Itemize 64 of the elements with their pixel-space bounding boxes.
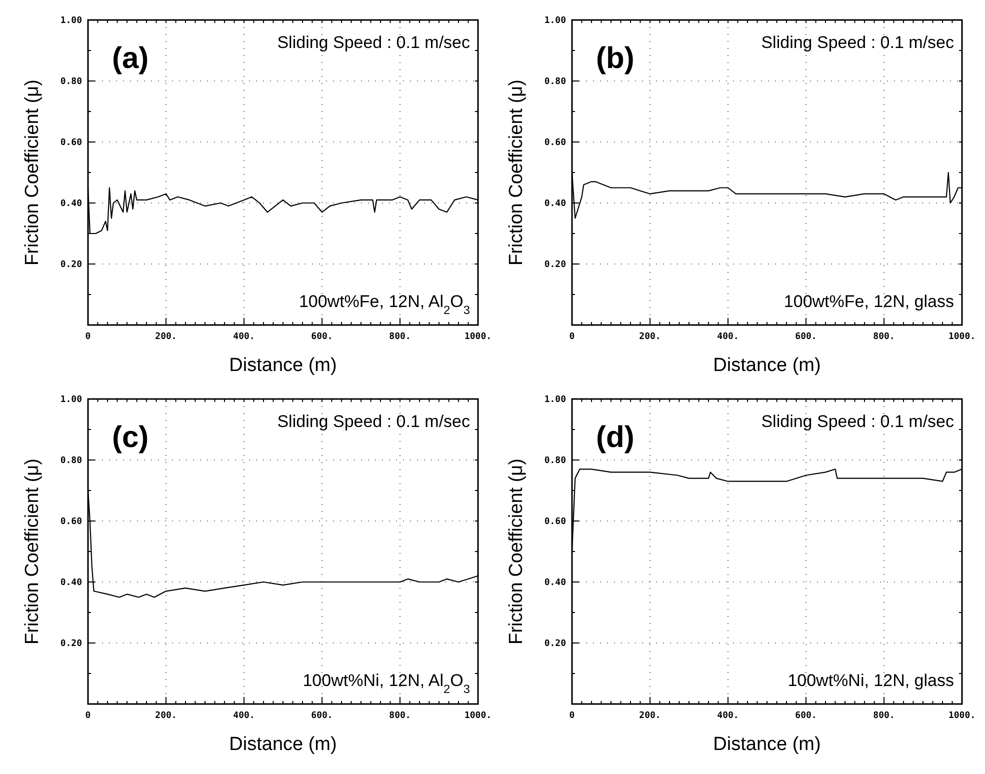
x-tick-label: 600.	[311, 711, 333, 721]
annotation: 100wt%Ni, 12N, Al$_{2}$O$_{3}$	[302, 671, 470, 696]
annotation: Sliding Speed : 0.1 m/sec	[277, 412, 470, 431]
x-tick-label: 0	[569, 332, 575, 342]
x-tick-label: 0	[85, 332, 91, 342]
annotation: (a)	[112, 42, 149, 75]
y-axis-title: Friction Coefficient (μ)	[506, 80, 527, 266]
y-tick-label: 0.80	[60, 77, 82, 87]
x-tick-label: 200.	[639, 332, 661, 342]
x-tick-label: 200.	[155, 332, 177, 342]
y-tick-label: 0.40	[60, 199, 82, 209]
y-tick-label: 1.00	[60, 16, 82, 26]
y-tick-label: 0.20	[60, 260, 82, 270]
y-tick-label: 0.20	[544, 639, 566, 649]
x-axis-title: Distance (m)	[229, 734, 337, 755]
x-tick-label: 1000.	[464, 332, 492, 342]
y-tick-label: 1.00	[544, 16, 566, 26]
y-tick-label: 0.40	[544, 199, 566, 209]
annotation: (b)	[596, 42, 634, 75]
y-tick-label: 0.60	[60, 138, 82, 148]
y-axis-title: Friction Coefficient (μ)	[506, 458, 527, 644]
y-tick-label: 0.80	[544, 77, 566, 87]
x-tick-label: 800.	[873, 332, 895, 342]
x-tick-label: 400.	[233, 711, 255, 721]
y-tick-label: 0.40	[544, 578, 566, 588]
x-axis-title: Distance (m)	[713, 355, 821, 376]
y-tick-label: 0.40	[60, 578, 82, 588]
y-tick-label: 1.00	[60, 395, 82, 405]
y-axis-title: Friction Coefficient (μ)	[22, 80, 43, 266]
x-tick-label: 200.	[155, 711, 177, 721]
annotation: 100wt%Fe, 12N, glass	[784, 292, 954, 311]
x-tick-label: 600.	[795, 711, 817, 721]
y-tick-label: 0.20	[544, 260, 566, 270]
annotation: 100wt%Ni, 12N, glass	[788, 671, 954, 690]
y-tick-label: 0.80	[544, 456, 566, 466]
x-tick-label: 800.	[389, 711, 411, 721]
annotation: Sliding Speed : 0.1 m/sec	[277, 33, 470, 52]
x-tick-label: 0	[569, 711, 575, 721]
x-tick-label: 1000.	[948, 332, 976, 342]
x-tick-label: 400.	[233, 332, 255, 342]
x-axis-title: Distance (m)	[229, 355, 337, 376]
x-tick-label: 200.	[639, 711, 661, 721]
x-tick-label: 800.	[873, 711, 895, 721]
x-tick-label: 1000.	[948, 711, 976, 721]
x-tick-label: 1000.	[464, 711, 492, 721]
x-axis-title: Distance (m)	[713, 734, 821, 755]
y-tick-label: 0.60	[544, 138, 566, 148]
y-tick-label: 0.60	[60, 517, 82, 527]
annotation: (c)	[112, 421, 149, 454]
x-tick-label: 600.	[795, 332, 817, 342]
y-tick-label: 1.00	[544, 395, 566, 405]
x-tick-label: 400.	[717, 332, 739, 342]
x-tick-label: 400.	[717, 711, 739, 721]
y-tick-label: 0.80	[60, 456, 82, 466]
x-tick-label: 600.	[311, 332, 333, 342]
annotation: Sliding Speed : 0.1 m/sec	[761, 412, 954, 431]
y-tick-label: 0.20	[60, 639, 82, 649]
x-tick-label: 0	[85, 711, 91, 721]
x-tick-label: 800.	[389, 332, 411, 342]
annotation: (d)	[596, 421, 634, 454]
y-axis-title: Friction Coefficient (μ)	[22, 458, 43, 644]
annotation: Sliding Speed : 0.1 m/sec	[761, 33, 954, 52]
annotation: 100wt%Fe, 12N, Al$_{2}$O$_{3}$	[298, 292, 470, 317]
y-tick-label: 0.60	[544, 517, 566, 527]
